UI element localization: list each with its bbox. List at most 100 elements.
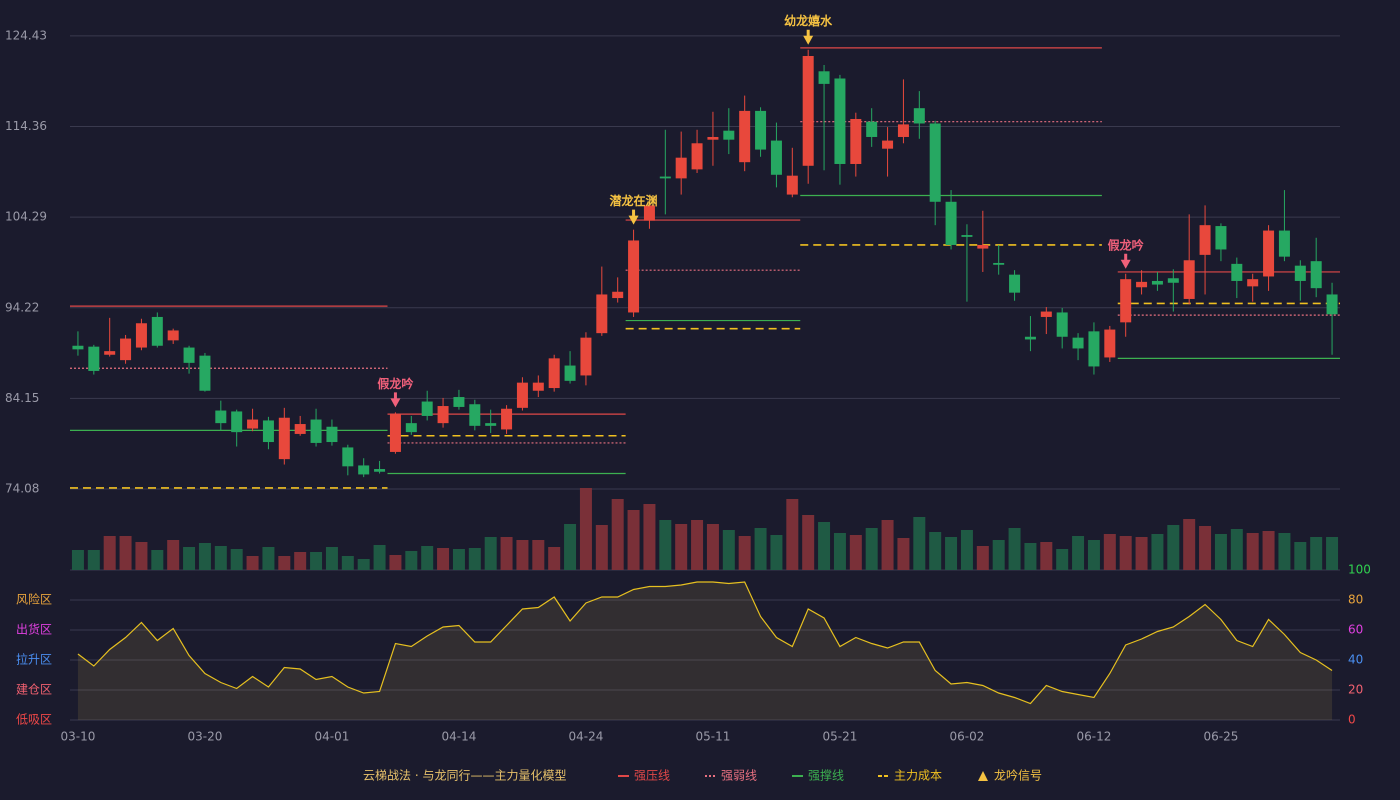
volume-bar — [897, 538, 910, 570]
volume-bar — [71, 550, 84, 570]
volume-bar — [357, 559, 370, 570]
candle-body — [977, 244, 989, 249]
y-tick-label: 94.22 — [5, 300, 39, 314]
candle-body — [1104, 329, 1116, 358]
volume-bar — [1135, 537, 1148, 570]
y-tick-label: 84.15 — [5, 391, 39, 405]
volume-bar — [1326, 537, 1339, 570]
candle-body — [516, 382, 528, 408]
volume-bar — [405, 551, 418, 570]
y2-tick-label: 100 — [1348, 563, 1371, 577]
candle-body — [802, 55, 814, 166]
volume-bar — [183, 547, 196, 570]
candle-body — [675, 157, 687, 179]
y2-tick-label: 20 — [1348, 683, 1363, 697]
volume-bar — [564, 524, 577, 570]
volume-bar — [659, 520, 672, 570]
volume-bar — [437, 548, 450, 570]
candle-body — [532, 382, 544, 391]
volume-bar — [103, 536, 116, 570]
candle-body — [1136, 281, 1148, 288]
zone-label: 风险区 — [16, 592, 52, 607]
candle-body — [374, 469, 386, 472]
volume-bar — [1056, 549, 1069, 570]
candle-body — [310, 419, 322, 443]
signal-arrow — [390, 392, 401, 408]
candle-body — [405, 423, 417, 433]
candle-body — [278, 417, 290, 460]
candle-body — [389, 414, 401, 452]
candle-body — [961, 235, 973, 237]
signal-arrow — [1120, 253, 1131, 269]
signal-label: 潜龙在渊 — [610, 193, 658, 208]
volume-bar — [1072, 536, 1085, 570]
candle-body — [104, 351, 116, 355]
candle-body — [659, 176, 671, 179]
candle-body — [993, 262, 1005, 265]
candle-body — [770, 140, 782, 175]
candle-body — [326, 426, 338, 443]
volume-bar — [1310, 537, 1323, 570]
volume-bar — [691, 520, 704, 570]
x-tick-label: 06-02 — [950, 730, 985, 744]
volume-bar — [1262, 531, 1275, 570]
volume-bar — [1008, 528, 1021, 570]
x-tick-label: 06-12 — [1077, 730, 1112, 744]
legend-title: 云梯战法 · 与龙同行——主力量化模型 — [363, 769, 566, 783]
oscillator-area — [77, 582, 1333, 720]
volume-bar — [960, 530, 973, 570]
y2-tick-label: 80 — [1348, 593, 1363, 607]
volume-bar — [579, 488, 592, 570]
volume-bar — [913, 517, 926, 570]
candle-body — [294, 424, 306, 434]
volume-bar — [548, 547, 561, 570]
candle-body — [643, 205, 655, 221]
candle-body — [580, 337, 592, 376]
x-tick-label: 03-20 — [188, 730, 223, 744]
candle-body — [215, 410, 227, 424]
candle-body — [1088, 331, 1100, 367]
x-tick-label: 05-21 — [823, 730, 858, 744]
candle-body — [88, 346, 100, 371]
candle-body — [469, 404, 481, 426]
volume-bar — [532, 540, 545, 570]
volume-bar — [881, 520, 894, 570]
candle-body — [628, 240, 640, 313]
volume-bar — [865, 528, 878, 570]
legend-label: 龙吟信号 — [994, 768, 1042, 783]
candle-body — [1056, 312, 1068, 337]
volume-bar — [500, 537, 513, 570]
x-tick-label: 04-01 — [315, 730, 350, 744]
candle-body — [1278, 230, 1290, 257]
volume-bar — [119, 536, 132, 570]
candle-body — [231, 411, 243, 433]
legend-label: 强撑线 — [808, 768, 844, 783]
candle-body — [1151, 280, 1163, 285]
volume-bar — [770, 535, 783, 570]
volume-bar — [643, 504, 656, 570]
candle-body — [501, 408, 513, 430]
zone-label: 建仓区 — [16, 683, 52, 697]
y2-tick-label: 60 — [1348, 623, 1363, 637]
candle-body — [897, 124, 909, 137]
volume-bar — [135, 542, 148, 570]
candle-body — [1247, 279, 1259, 287]
candle-body — [755, 110, 767, 150]
candle-body — [183, 347, 195, 363]
volume-bar — [246, 556, 259, 570]
volume-bar — [1151, 534, 1164, 570]
volume-bar — [151, 550, 164, 570]
volume-bar — [325, 547, 338, 570]
candle-body — [1167, 278, 1179, 283]
x-tick-label: 04-24 — [569, 730, 604, 744]
candle-body — [548, 358, 560, 389]
candle-body — [485, 423, 497, 426]
volume-bar — [278, 556, 291, 570]
zone-label: 拉升区 — [16, 652, 52, 667]
candle-body — [1310, 261, 1322, 289]
y2-tick-label: 40 — [1348, 653, 1363, 667]
candle-body — [945, 201, 957, 245]
x-tick-label: 05-11 — [696, 730, 731, 744]
